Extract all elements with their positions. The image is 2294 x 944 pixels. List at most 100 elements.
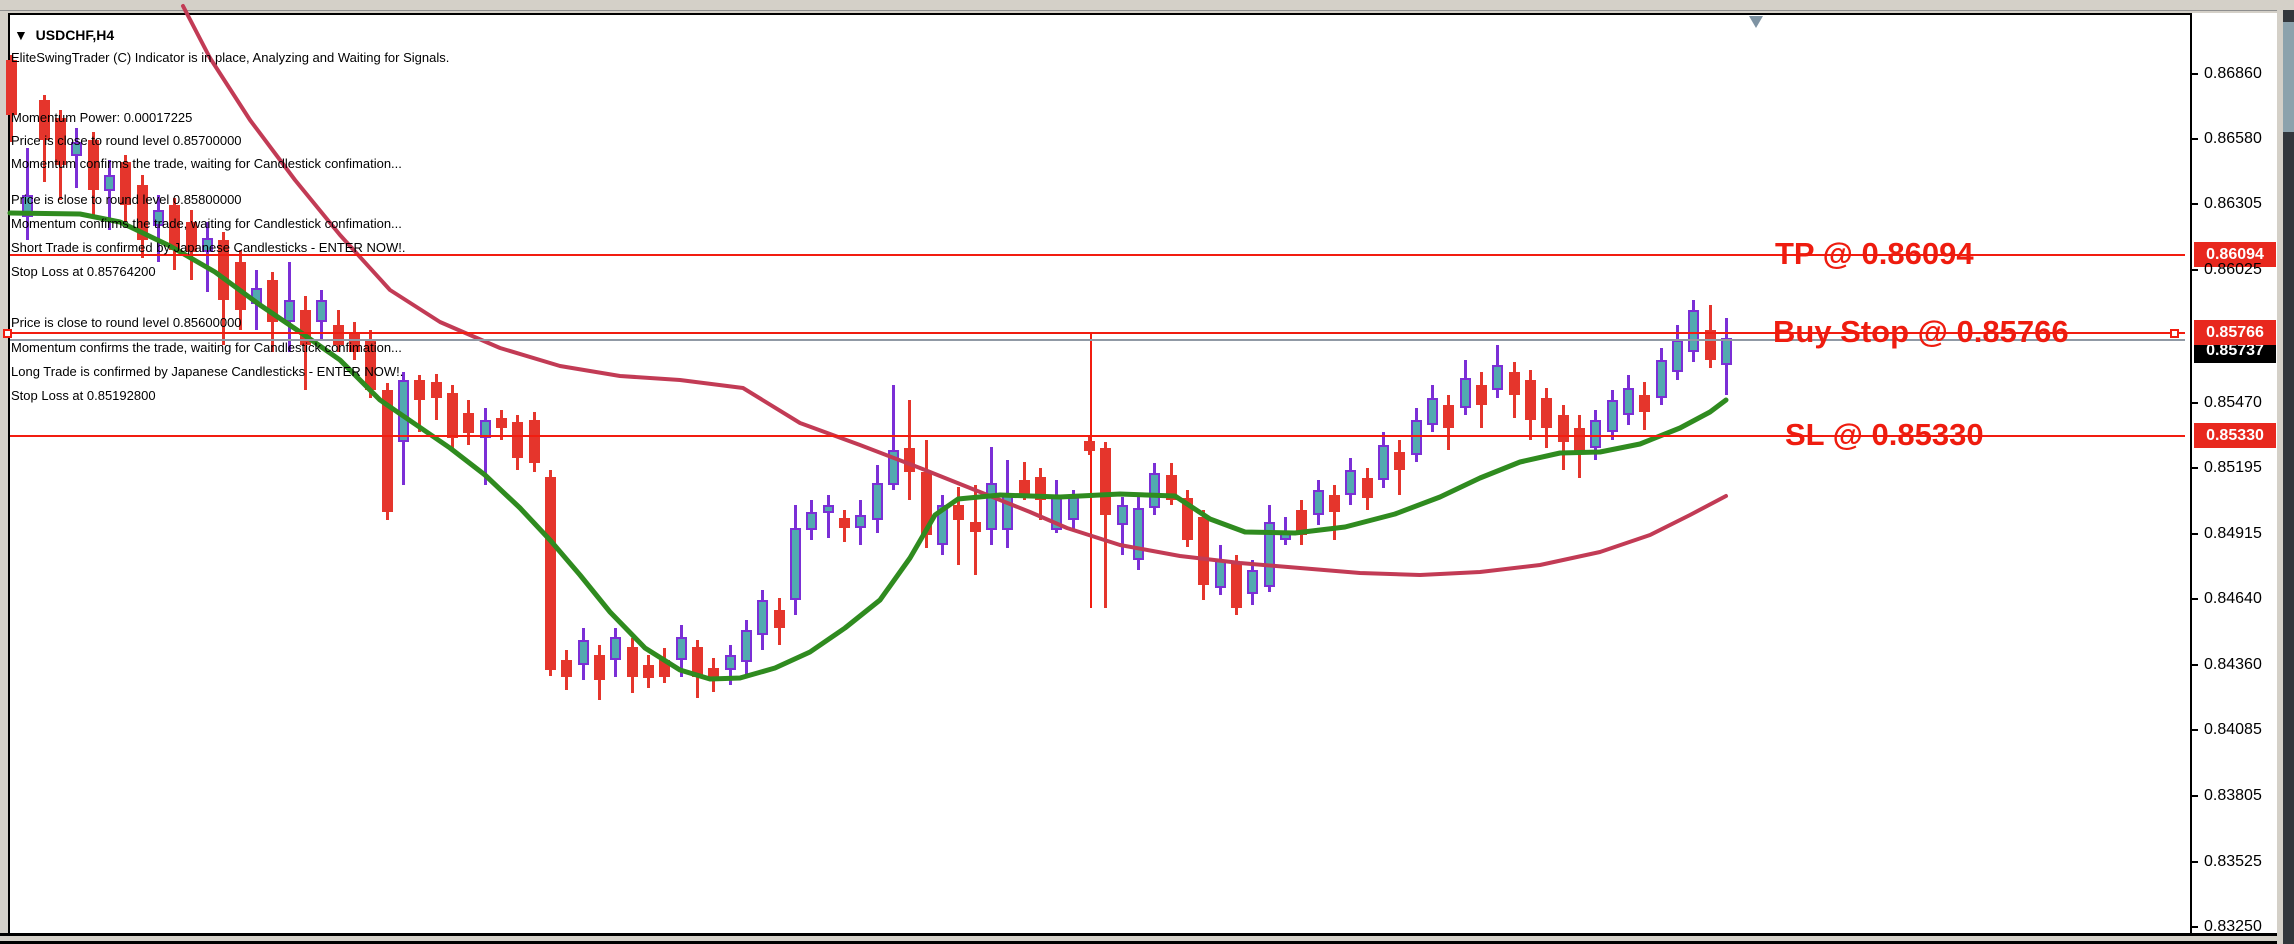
candle-body-bull	[1688, 310, 1699, 352]
candle-body-bull	[71, 142, 82, 156]
candle-body-bull	[986, 483, 997, 530]
scroll-thumb[interactable]	[2283, 22, 2294, 132]
axis-price-label: 0.83805	[2204, 787, 2262, 804]
candle-body-bear	[921, 472, 932, 535]
candle-wick	[957, 487, 960, 565]
indicator-status-line: Price is close to round level 0.85600000	[11, 315, 242, 330]
indicator-status-line: Price is close to round level 0.85700000	[11, 133, 242, 148]
candle-body-bull	[1247, 570, 1258, 594]
candle-body-bear	[708, 668, 719, 680]
axis-price-label: 0.86580	[2204, 130, 2262, 147]
candle-body-bull	[1607, 400, 1618, 432]
signal-label: TP @ 0.86094	[1775, 236, 1974, 271]
candle-body-bear	[594, 655, 605, 680]
candle-body-bull	[1427, 398, 1438, 425]
candle-body-bear	[692, 647, 703, 677]
candle-wick	[827, 495, 830, 538]
candle-body-bear	[267, 280, 278, 322]
candle-body-bull	[823, 505, 834, 513]
candle-body-bull	[757, 600, 768, 635]
candle-body-bear	[1639, 395, 1650, 412]
right-gutter	[2277, 10, 2283, 944]
collapse-arrow-icon[interactable]: ▼	[14, 27, 28, 43]
axis-tick	[2190, 73, 2198, 75]
candle-body-bear	[659, 660, 670, 677]
candle-body-bear	[6, 60, 17, 115]
axis-tick	[2190, 269, 2198, 271]
candle-body-bear	[1035, 477, 1046, 500]
indicator-status-line: Price is close to round level 0.85800000	[11, 192, 242, 207]
indicator-status-line: Stop Loss at 0.85192800	[11, 388, 156, 403]
candle-body-bear	[839, 518, 850, 528]
axis-price-label: 0.83250	[2204, 918, 2262, 935]
candle-body-bear	[774, 610, 785, 628]
candle-body-bull	[251, 288, 262, 304]
candle-wick	[75, 128, 78, 188]
axis-price-label: 0.86860	[2204, 65, 2262, 82]
candle-body-bear	[1198, 517, 1209, 585]
candle-body-bear	[1166, 475, 1177, 500]
candle-body-bear	[1509, 372, 1520, 395]
indicator-status-line: Momentum confirms the trade, waiting for…	[11, 156, 402, 171]
candle-body-bear	[88, 140, 99, 190]
candle-body-bull	[1492, 365, 1503, 390]
axis-tick	[2190, 203, 2198, 205]
chart-shift-marker-icon[interactable]	[1749, 16, 1763, 28]
candle-body-bull	[1672, 340, 1683, 372]
candle-body-bull	[741, 630, 752, 662]
candle-body-bear	[1476, 385, 1487, 405]
candle-body-bull	[1068, 497, 1079, 520]
candle-body-bull	[1215, 560, 1226, 588]
candle-body-bear	[1394, 452, 1405, 470]
candle-body-bull	[1721, 338, 1732, 365]
line-drag-handle[interactable]	[3, 329, 12, 338]
window-border-bottom	[0, 941, 2294, 944]
price-axis-area[interactable]	[2192, 13, 2277, 933]
sl-price-badge: 0.85330	[2194, 423, 2276, 448]
candle-body-bull	[398, 380, 409, 442]
candle-body-bull	[1264, 522, 1275, 587]
candle-body-bear	[1296, 510, 1307, 535]
axis-price-label: 0.83525	[2204, 853, 2262, 870]
candle-body-bull	[1280, 533, 1291, 540]
signal-marker	[1084, 441, 1095, 451]
candle-body-bull	[610, 637, 621, 660]
axis-tick	[2190, 402, 2198, 404]
candle-body-bear	[643, 665, 654, 678]
candle-body-bull	[872, 483, 883, 520]
candle-body-bull	[855, 515, 866, 528]
candle-wick	[1284, 517, 1287, 545]
candle-body-bear	[1019, 480, 1030, 497]
indicator-status-line: Momentum confirms the trade, waiting for…	[11, 216, 402, 231]
candle-body-bear	[1525, 380, 1536, 420]
indicator-status-line: Momentum Power: 0.00017225	[11, 110, 193, 125]
candle-body-bear	[1574, 428, 1585, 452]
signal-vertical-line[interactable]	[1090, 333, 1092, 608]
indicator-status-line: Stop Loss at 0.85764200	[11, 264, 156, 279]
axis-tick	[2190, 598, 2198, 600]
candle-body-bear	[235, 262, 246, 310]
candle-body-bear	[39, 100, 50, 140]
candle-body-bull	[316, 300, 327, 322]
candle-body-bull	[1460, 378, 1471, 408]
candle-body-bear	[1558, 415, 1569, 442]
candle-body-bear	[496, 418, 507, 428]
chart-border-bottom	[0, 933, 2294, 936]
axis-tick	[2190, 926, 2198, 928]
candle-body-bull	[888, 450, 899, 485]
candle-body-bear	[512, 422, 523, 458]
candle-body-bull	[790, 528, 801, 600]
indicator-status-line: Long Trade is confirmed by Japanese Cand…	[11, 364, 404, 379]
candle-body-bull	[1378, 445, 1389, 480]
candle-body-bear	[1705, 330, 1716, 360]
indicator-status-line: Short Trade is confirmed by Japanese Can…	[11, 240, 406, 255]
candle-body-bull	[676, 637, 687, 660]
line-drag-handle[interactable]	[2170, 329, 2179, 338]
axis-price-label: 0.86025	[2204, 261, 2262, 278]
candle-body-bear	[120, 162, 131, 205]
candle-body-bear	[529, 420, 540, 463]
axis-price-label: 0.84915	[2204, 525, 2262, 542]
symbol-title[interactable]: ▼ USDCHF,H4	[14, 27, 115, 43]
candle-wick	[26, 148, 29, 240]
